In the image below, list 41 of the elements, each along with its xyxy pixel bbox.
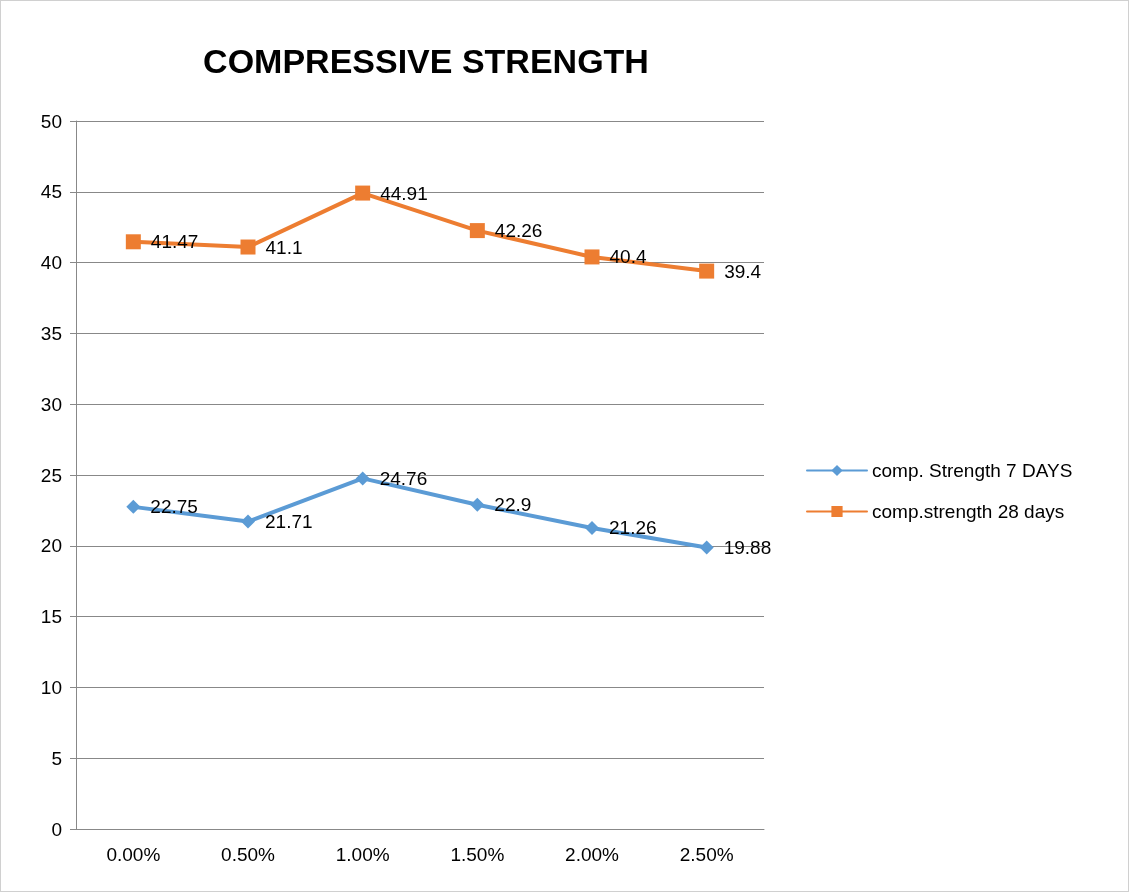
x-tick-label: 1.50% — [450, 844, 505, 865]
y-tick-label: 40 — [40, 252, 62, 274]
point — [585, 520, 599, 535]
point — [125, 234, 141, 250]
x-tick-label: 2.00% — [565, 844, 620, 865]
data-label: 21.71 — [265, 511, 313, 533]
y-tick-label: 35 — [40, 322, 62, 344]
x-tick-label: 0.00% — [106, 844, 161, 865]
data-label: 44.91 — [380, 182, 428, 204]
data-label: 41.1 — [265, 236, 303, 258]
y-tick-label: 50 — [40, 110, 62, 132]
data-label: 39.4 — [724, 260, 762, 282]
x-tick-label: 0.50% — [221, 844, 276, 865]
point — [126, 499, 141, 514]
chart-title: COMPRESSIVE STRENGTH — [203, 42, 649, 80]
y-tick-label: 25 — [40, 464, 62, 486]
x-tick-label: 2.50% — [679, 844, 734, 865]
point — [240, 239, 256, 255]
point — [584, 249, 600, 265]
y-tick-label: 15 — [40, 606, 62, 628]
point — [699, 540, 714, 555]
legend-label: comp.strength 28 days — [872, 501, 1065, 522]
y-tick-label: 45 — [40, 181, 62, 203]
point — [699, 263, 715, 279]
y-tick-label: 5 — [51, 747, 62, 769]
data-label: 24.76 — [379, 467, 428, 489]
point — [469, 223, 485, 239]
y-tick-label: 10 — [40, 676, 62, 698]
data-label: 21.26 — [609, 517, 657, 539]
point — [470, 497, 485, 512]
point — [355, 185, 371, 201]
point — [355, 471, 370, 486]
data-label: 22.9 — [494, 494, 532, 516]
x-tick-label: 1.00% — [335, 844, 390, 865]
y-tick-label: 0 — [51, 818, 62, 840]
y-tick-label: 20 — [40, 535, 62, 557]
point — [241, 514, 255, 529]
legend-label: comp. Strength 7 DAYS — [872, 460, 1073, 481]
data-label: 42.26 — [494, 220, 543, 242]
data-label: 19.88 — [723, 537, 772, 558]
y-tick-label: 30 — [40, 393, 62, 415]
